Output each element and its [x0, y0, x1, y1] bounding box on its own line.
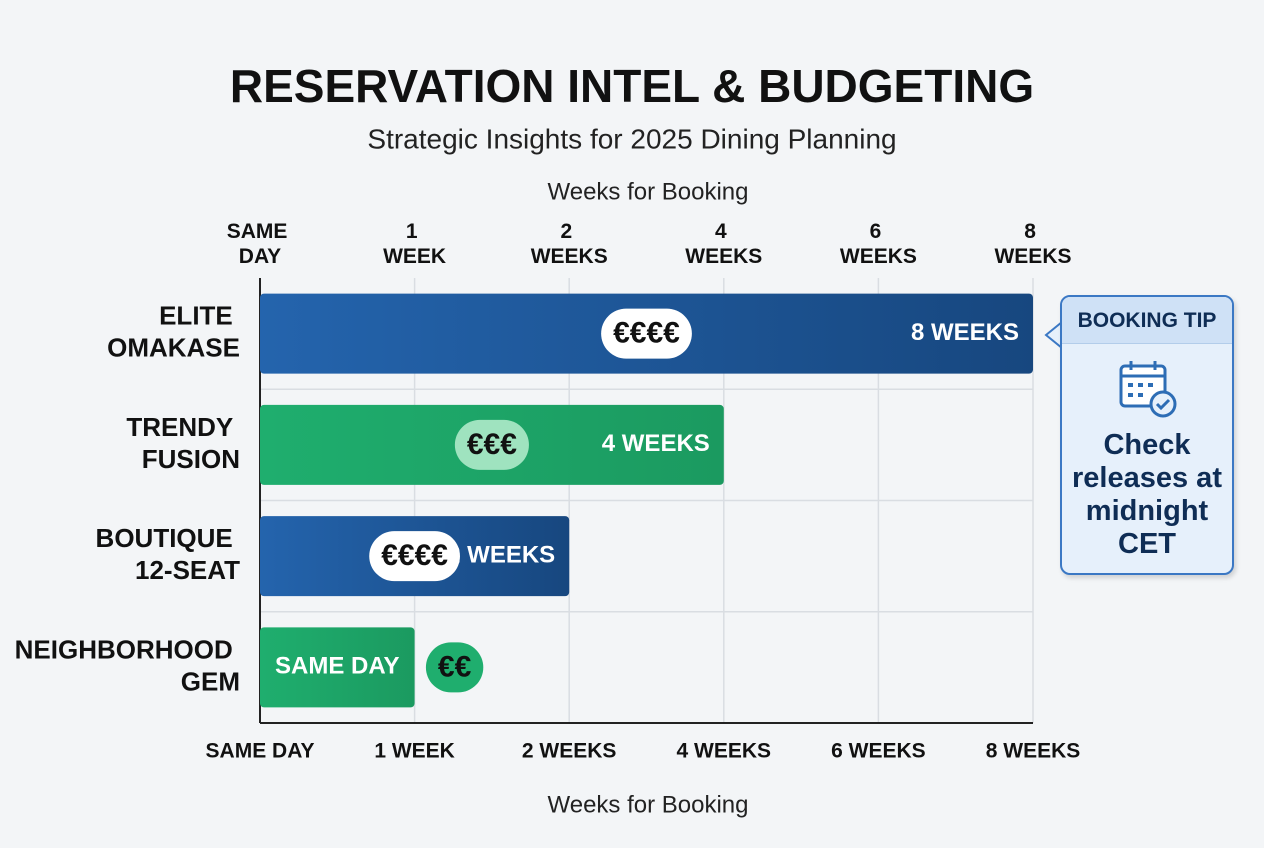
- x-tick-label: SAME DAY: [227, 220, 294, 268]
- category-label: NEIGHBORHOOD GEM: [15, 634, 240, 696]
- price-badge: €€: [425, 642, 484, 693]
- category-label: BOUTIQUE 12-SEAT: [96, 523, 241, 585]
- price-pill: [454, 419, 529, 470]
- x-axis-title: Weeks for Booking: [548, 178, 749, 205]
- x-tick-label: 1 WEEK: [374, 740, 455, 763]
- price-badge: €€€€: [601, 308, 692, 359]
- price-label: €€€€: [381, 539, 448, 572]
- tip-box: BOOKING TIP Check releases at midnight C…: [1060, 295, 1234, 575]
- x-tick-label: 1 WEEK: [383, 220, 446, 268]
- value-label: 4 WEEKS: [602, 430, 710, 457]
- tip-title: BOOKING TIP: [1062, 297, 1232, 344]
- x-tick-label: 6 WEEKS: [831, 740, 926, 763]
- calendar-icon: [1119, 361, 1177, 418]
- price-label: €€€: [467, 428, 517, 461]
- x-tick-label: 4 WEEKS: [677, 740, 772, 763]
- x-tick-label: 6 WEEKS: [840, 220, 917, 268]
- x-tick-label: 8 WEEKS: [994, 220, 1071, 268]
- x-tick-label: 2 WEEKS: [531, 220, 608, 268]
- price-pill: [601, 308, 692, 359]
- x-tick-label: 4 WEEKS: [685, 220, 762, 268]
- chart-subtitle: Strategic Insights for 2025 Dining Plann…: [367, 123, 896, 154]
- price-label: €€€€: [613, 317, 680, 350]
- category-label: ELITE OMAKASE: [107, 301, 240, 363]
- chart-title: RESERVATION INTEL & BUDGETING: [230, 60, 1034, 112]
- x-tick-label: 2 WEEKS: [522, 740, 617, 763]
- price-pill: [369, 531, 460, 582]
- value-label: SAME DAY: [275, 653, 399, 680]
- price-label: €€: [438, 650, 472, 683]
- x-axis-title: Weeks for Booking: [548, 791, 749, 818]
- bar: [260, 627, 415, 708]
- price-pill: [425, 642, 484, 693]
- tip-text: Check releases at midnight CET: [1072, 429, 1222, 560]
- price-badge: €€€€: [369, 531, 460, 582]
- category-label: TRENDY FUSION: [126, 412, 240, 474]
- value-label: 8 WEEKS: [911, 319, 1019, 346]
- x-tick-label: 8 WEEKS: [986, 740, 1081, 763]
- x-tick-label: SAME DAY: [206, 740, 315, 763]
- price-badge: €€€: [454, 419, 529, 470]
- value-label: 2 WEEKS: [447, 541, 555, 568]
